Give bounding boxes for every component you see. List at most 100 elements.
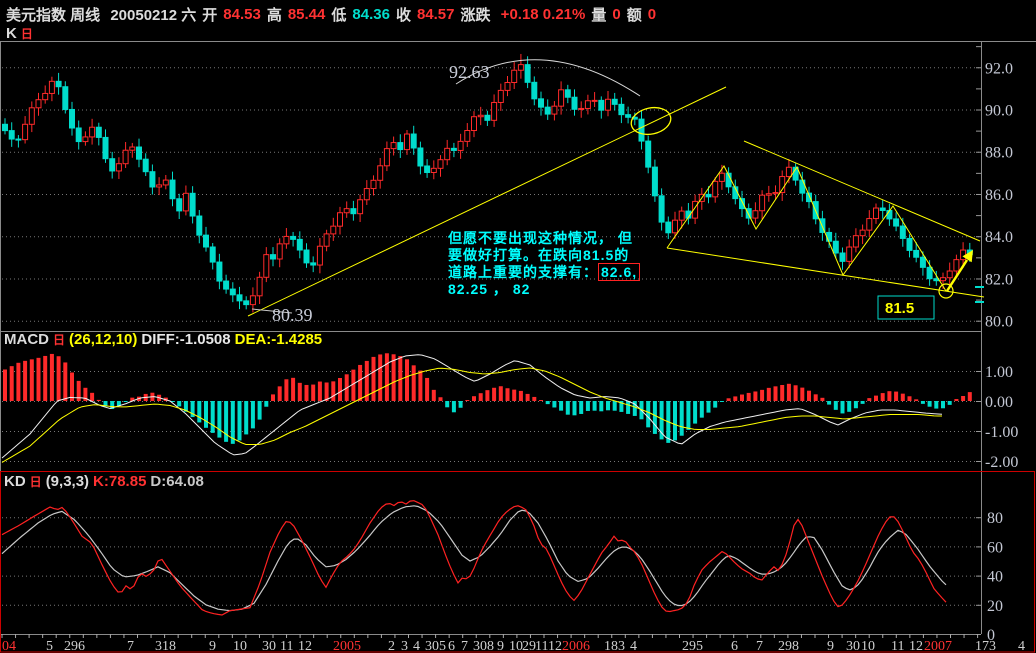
macd-histogram-bar	[686, 401, 691, 430]
candle-body	[705, 193, 712, 198]
macd-histogram-bar	[840, 401, 845, 414]
candle-body	[611, 98, 618, 105]
date-tick-label: 12	[548, 639, 562, 653]
kd-axis-label: 80	[987, 510, 1003, 527]
candle-body	[745, 208, 752, 219]
macd-histogram-bar	[967, 392, 972, 401]
candle-body	[256, 276, 263, 297]
date-tick-label: 10	[509, 639, 523, 653]
macd-axis-label: 0.00	[985, 394, 1013, 411]
date-tick-label: 10	[233, 639, 247, 653]
macd-histogram-bar	[451, 401, 456, 413]
macd-histogram-bar	[713, 401, 718, 408]
price-axis-label: 82.0	[985, 271, 1013, 288]
candle-body	[203, 234, 209, 248]
candle-body	[223, 280, 230, 290]
info-token: 20050212 六	[106, 6, 197, 24]
candle-body	[95, 126, 102, 138]
macd-histogram-bar	[411, 365, 416, 401]
candle-body	[176, 198, 183, 212]
candle-body	[209, 246, 216, 263]
candle-body	[799, 179, 806, 194]
info-token: 84.57	[416, 5, 455, 23]
macd-period-badge[interactable]: 日	[53, 333, 66, 347]
macd-histogram-bar	[391, 354, 396, 401]
candle-body	[337, 212, 343, 227]
macd-histogram-bar	[539, 400, 543, 401]
date-tick-label: 12	[909, 639, 923, 653]
macd-histogram-bar	[646, 401, 651, 428]
annotation-line: 要做好打算。在跌向81.5的	[448, 247, 630, 263]
info-token: 高	[266, 6, 282, 24]
candle-body	[712, 180, 719, 198]
macd-histogram-bar	[505, 388, 510, 401]
macd-histogram-bar	[753, 391, 758, 401]
candle-body	[832, 240, 839, 254]
date-tick-label: 11	[280, 639, 293, 653]
info-token: 额	[626, 6, 642, 24]
kd-period-badge[interactable]: 日	[29, 475, 42, 489]
kd-panel-red-border	[0, 471, 1035, 653]
macd-histogram-bar	[384, 353, 389, 401]
candle-body	[899, 225, 906, 239]
candle-body	[879, 207, 886, 211]
date-tick-label: 318	[155, 639, 176, 653]
candle-body	[243, 300, 250, 306]
candle-body	[859, 229, 866, 237]
candle-body	[960, 249, 967, 261]
macd-histogram-bar	[894, 391, 899, 401]
candle-body	[270, 254, 276, 260]
kd-axis-label: 40	[987, 569, 1003, 586]
macd-histogram-bar	[934, 401, 939, 409]
trendline-upper-channel	[743, 140, 981, 242]
macd-histogram-bar	[29, 359, 34, 401]
macd-histogram-bar	[961, 396, 966, 401]
macd-histogram-bar	[177, 401, 182, 407]
candle-body	[826, 231, 833, 242]
macd-histogram-bar	[760, 389, 765, 401]
candle-body	[383, 148, 390, 167]
candle-body	[2, 123, 8, 132]
candle-body	[69, 108, 75, 129]
candle-body	[370, 179, 377, 190]
candle-body	[444, 147, 451, 161]
candle-body	[196, 215, 203, 236]
date-tick-label: 4	[1018, 639, 1025, 653]
candle-body	[122, 149, 129, 165]
macd-histogram-bar	[130, 397, 135, 401]
candle-body	[692, 200, 699, 219]
candle-body	[765, 193, 772, 196]
candle-body	[497, 89, 504, 103]
macd-dea-value: DEA:-1.4285	[234, 331, 323, 348]
chart-annotation: 但愿不要出现这种情况， 但 要做好打算。在跌向81.5的 道路上重要的支撑有： 8…	[448, 230, 648, 298]
candle-body	[718, 172, 725, 182]
candle-body	[377, 165, 384, 181]
candle-body	[759, 194, 766, 212]
candle-body	[531, 81, 538, 100]
info-token: 84.53	[223, 5, 261, 23]
macd-histogram-bar	[304, 384, 309, 401]
candle-body	[236, 294, 243, 302]
macd-histogram-bar	[183, 401, 188, 412]
candle-body	[276, 243, 283, 260]
macd-histogram-bar	[438, 397, 443, 401]
macd-histogram-bar	[740, 394, 744, 401]
macd-histogram-bar	[123, 401, 128, 402]
candle-body	[625, 114, 632, 118]
macd-histogram-bar	[445, 401, 450, 408]
macd-histogram-bar	[813, 394, 818, 401]
macd-histogram-bar	[492, 387, 497, 401]
trendline-lower-channel	[666, 247, 985, 298]
k-period-badge[interactable]: 日	[20, 27, 33, 41]
date-tick-label: 11	[535, 639, 548, 653]
candle-body	[22, 123, 29, 141]
macd-histogram-bar	[793, 385, 798, 401]
candle-body	[946, 270, 953, 279]
macd-histogram-bar	[914, 399, 919, 401]
candle-body	[940, 277, 946, 282]
macd-histogram-bar	[371, 356, 376, 401]
support-81-5-label: 81.5	[885, 300, 914, 317]
candle-body	[772, 192, 779, 195]
up-arrow-shaft	[945, 259, 969, 292]
